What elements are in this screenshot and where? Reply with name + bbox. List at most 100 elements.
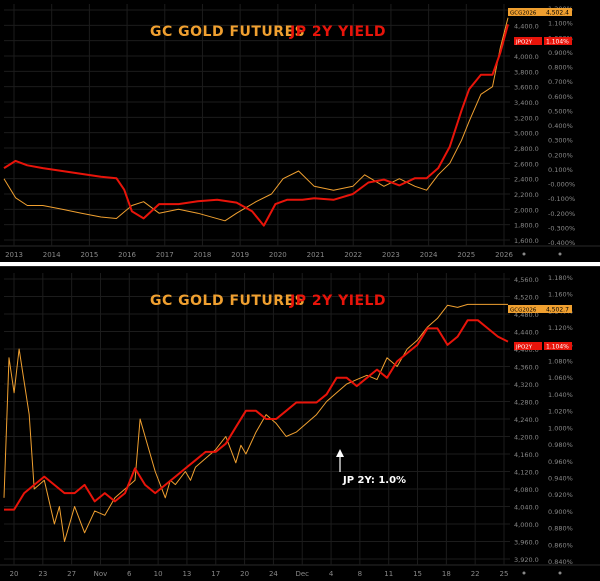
gold-last-value-box (544, 305, 572, 313)
y-right-tick-label: 0.800% (548, 64, 573, 72)
y-left-tick-label: 4,040.0 (514, 504, 539, 512)
jp-2y-yield-line (3, 24, 509, 227)
x-tick-label: 2023 (382, 251, 400, 259)
y-left-tick-label: 3,200.0 (514, 114, 539, 122)
y-left-tick-label: 2,000.0 (514, 206, 539, 214)
gold-last-label-box (508, 305, 544, 313)
y-left-tick-label: 1,600.0 (514, 237, 539, 245)
y-right-tick-label: 1.100% (548, 20, 573, 28)
x-tick-label: 2016 (118, 251, 136, 259)
x-tick-label: 10 (154, 570, 163, 578)
annotation-arrow-head (336, 449, 344, 457)
yield-last-value: 1.104% (546, 344, 569, 351)
x-tick-label: 11 (384, 570, 393, 578)
y-right-tick-label: -0.100% (548, 195, 575, 203)
y-right-tick-label: 0.100% (548, 166, 573, 174)
y-left-tick-label: 4,200.0 (514, 434, 539, 442)
yield-last-value-box (544, 37, 572, 45)
y-right-tick-label: 0.600% (548, 93, 573, 101)
y-left-tick-label: 3,960.0 (514, 539, 539, 547)
x-tick-label: 2024 (420, 251, 438, 259)
gold-last-value-box (544, 8, 572, 16)
y-left-tick-label: 4,280.0 (514, 399, 539, 407)
axis-settings-dot (522, 252, 526, 256)
gold-last-label: GCG2026 (510, 308, 537, 314)
x-tick-label: 22 (471, 570, 480, 578)
x-tick-label: 15 (413, 570, 422, 578)
gold-last-label: GCG2026 (510, 11, 537, 17)
axis-settings-dot (558, 252, 562, 256)
x-tick-label: 2015 (80, 251, 98, 259)
title-gold-futures: GC GOLD FUTURES (150, 24, 305, 40)
yield-last-label-box (514, 37, 542, 45)
gold-futures-line (3, 17, 509, 222)
y-left-tick-label: 4,000.0 (514, 521, 539, 529)
y-left-tick-label: 2,200.0 (514, 191, 539, 199)
y-right-tick-label: 0.700% (548, 78, 573, 86)
y-right-tick-label: 0.920% (548, 491, 573, 499)
x-tick-label: 13 (182, 570, 191, 578)
y-left-tick-label: 2,400.0 (514, 176, 539, 184)
y-right-tick-label: 0.900% (548, 508, 573, 516)
x-tick-label: 2019 (231, 251, 249, 259)
top-chart-panel: 4,600.04,400.04,200.04,000.03,800.03,600… (0, 0, 600, 263)
x-tick-label: 2022 (344, 251, 362, 259)
x-tick-label: 25 (500, 570, 509, 578)
y-right-tick-label: -0.200% (548, 210, 575, 218)
x-tick-label: 2017 (156, 251, 174, 259)
x-tick-label: Dec (295, 570, 309, 578)
gold-last-label-box (508, 8, 544, 16)
y-left-tick-label: 2,600.0 (514, 160, 539, 168)
bottom-chart: 4,560.04,520.04,480.04,440.04,400.04,360… (0, 273, 600, 578)
x-tick-label: 2021 (307, 251, 325, 259)
annotation-jp-2y: JP 2Y: 1.0% (342, 475, 406, 486)
y-right-tick-label: 0.940% (548, 474, 573, 482)
y-left-tick-label: 4,480.0 (514, 311, 539, 319)
y-left-tick-label: 2,800.0 (514, 145, 539, 153)
title-jp-2y-yield: JP 2Y YIELD (289, 24, 386, 40)
y-right-tick-label: 0.400% (548, 122, 573, 130)
y-left-tick-label: 3,920.0 (514, 556, 539, 564)
yield-last-label-box (514, 342, 542, 350)
axis-settings-dot (522, 571, 526, 575)
y-left-tick-label: 1,800.0 (514, 222, 539, 230)
yield-last-value-box (544, 342, 572, 350)
x-tick-label: 2014 (43, 251, 61, 259)
gold-futures-line (3, 303, 508, 542)
y-left-tick-label: 4,320.0 (514, 381, 539, 389)
x-tick-label: 27 (67, 570, 76, 578)
y-right-tick-label: 0.300% (548, 137, 573, 145)
yield-last-label: JPO2Y (515, 345, 533, 351)
plot-area (4, 4, 510, 246)
x-tick-label: 2013 (5, 251, 23, 259)
yield-last-label: JPO2Y (515, 40, 533, 46)
x-tick-label: 2020 (269, 251, 287, 259)
panel-divider (0, 262, 600, 266)
y-left-tick-label: 4,240.0 (514, 416, 539, 424)
title-gold-futures: GC GOLD FUTURES (150, 293, 305, 309)
axis-settings-dot (558, 571, 562, 575)
x-tick-label: 2025 (457, 251, 475, 259)
y-right-tick-label: 1.060% (548, 374, 573, 382)
y-right-tick-label: 0.200% (548, 151, 573, 159)
y-right-tick-label: 0.900% (548, 49, 573, 57)
y-right-tick-label: 0.960% (548, 458, 573, 466)
y-right-tick-label: 1.000% (548, 424, 573, 432)
y-left-tick-label: 4,520.0 (514, 294, 539, 302)
y-left-tick-label: 3,000.0 (514, 130, 539, 138)
y-right-tick-label: -0.300% (548, 224, 575, 232)
yield-last-value: 1.104% (546, 39, 569, 46)
y-left-tick-label: 4,160.0 (514, 451, 539, 459)
y-right-tick-label: 1.080% (548, 358, 573, 366)
x-tick-label: 2018 (194, 251, 212, 259)
y-right-tick-label: -0.400% (548, 239, 575, 247)
y-right-tick-label: 1.020% (548, 408, 573, 416)
top-chart: 4,600.04,400.04,200.04,000.03,800.03,600… (0, 4, 600, 259)
x-tick-label: 18 (442, 570, 451, 578)
y-left-tick-label: 4,400.0 (514, 22, 539, 30)
y-right-tick-label: 0.860% (548, 541, 573, 549)
x-tick-label: 24 (269, 570, 278, 578)
x-tick-label: 4 (329, 570, 334, 578)
x-tick-label: 23 (38, 570, 47, 578)
y-left-tick-label: 3,600.0 (514, 84, 539, 92)
